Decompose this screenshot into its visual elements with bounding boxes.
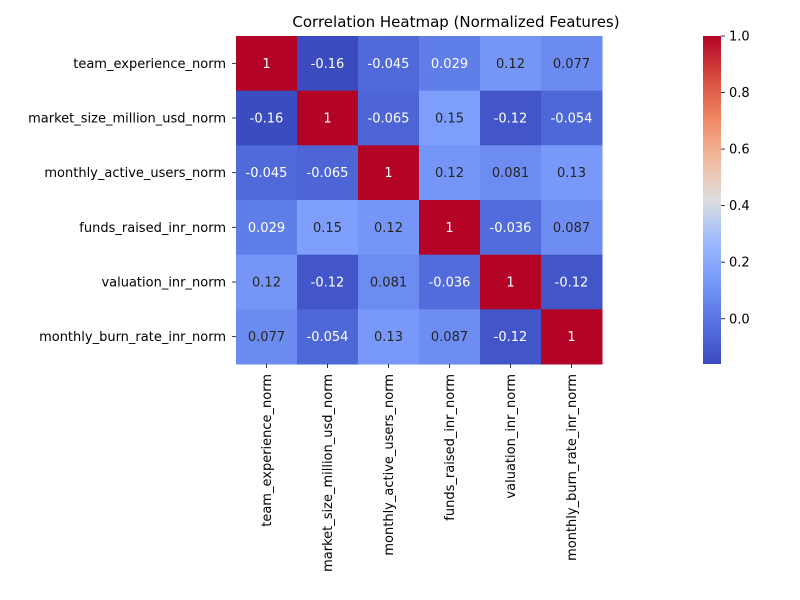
cell-label: 1 [445,221,453,236]
x-tick-label: valuation_inr_norm [504,374,519,499]
heatmap-cell [480,36,542,92]
colorbar-tick-label: 0.2 [729,256,750,271]
cell-label: -0.054 [551,112,593,127]
heatmap-cell [541,309,603,365]
cell-label: -0.036 [490,221,532,236]
colorbar-gradient [703,36,721,364]
heatmap-cell [236,309,298,365]
heatmap-cell [236,90,298,146]
heatmap-cell [419,145,481,201]
heatmap-cell [541,36,603,92]
y-axis-tick-labels: team_experience_norm market_size_million_… [28,57,236,345]
cell-label: -0.12 [494,112,528,127]
heatmap-cell [541,254,603,310]
y-tick-label: monthly_active_users_norm [44,166,226,181]
heatmap-cell [419,200,481,256]
cell-label: 0.077 [553,57,590,72]
cell-label: -0.045 [368,57,410,72]
x-axis-tick-labels: team_experience_norm market_size_million_… [260,364,580,572]
cell-label: 0.12 [252,276,281,291]
heatmap-cell [480,254,542,310]
cell-label: 0.15 [435,112,464,127]
y-tick-label: market_size_million_usd_norm [28,112,226,127]
heatmap-cell [297,254,359,310]
cell-label: -0.12 [555,276,589,291]
heatmap-cell [236,36,298,92]
heatmap-cell [236,200,298,256]
cell-label: -0.065 [368,112,410,127]
cell-label: 0.12 [496,57,525,72]
cell-label: -0.16 [250,112,284,127]
cell-label: 0.087 [431,330,468,345]
heatmap-cells [236,36,603,365]
cell-label: -0.12 [494,330,528,345]
cell-label: 1 [384,166,392,181]
cell-label: 0.081 [370,276,407,291]
x-tick-label: monthly_burn_rate_inr_norm [565,374,580,561]
cell-label: 0.13 [374,330,403,345]
colorbar-tick-label: 0.8 [729,86,750,101]
heatmap-cell [236,145,298,201]
cell-label: -0.16 [311,57,345,72]
cell-label: 0.029 [248,221,285,236]
cell-label: 1 [506,276,514,291]
cell-label: 0.12 [435,166,464,181]
heatmap-cell [358,200,420,256]
heatmap-cell [419,309,481,365]
y-tick-label: valuation_inr_norm [101,276,226,291]
colorbar-tick-label: 0.6 [729,143,750,158]
cell-label: 0.15 [313,221,342,236]
y-tick-label: monthly_burn_rate_inr_norm [39,330,226,345]
heatmap-cell [297,36,359,92]
cell-label: 0.077 [248,330,285,345]
heatmap-cell [541,145,603,201]
x-tick-label: funds_raised_inr_norm [443,374,458,521]
cell-label: -0.065 [307,166,349,181]
heatmap-cell [480,145,542,201]
cell-label: 1 [567,330,575,345]
cell-label: 0.13 [557,166,586,181]
heatmap-cell [419,36,481,92]
cell-annotations: 1 -0.16 -0.045 0.029 0.12 0.077 -0.16 1 -0.065 0.… [246,57,593,345]
heatmap-cell [419,90,481,146]
colorbar-tick-label: 0.0 [729,312,750,327]
heatmap-cell [297,309,359,365]
colorbar-tick-label: 1.0 [729,30,750,45]
heatmap-cell [297,145,359,201]
x-tick-label: monthly_active_users_norm [382,374,397,556]
heatmap-cell [480,200,542,256]
colorbar-tick-label: 0.4 [729,199,750,214]
heatmap-cell [297,90,359,146]
cell-label: 0.12 [374,221,403,236]
heatmap-cell [358,145,420,201]
cell-label: 0.029 [431,57,468,72]
heatmap-cell [541,200,603,256]
y-tick-label: funds_raised_inr_norm [79,221,226,236]
heatmap-cell [541,90,603,146]
x-tick-label: market_size_million_usd_norm [321,374,336,572]
heatmap-cell [358,36,420,92]
heatmap-cell [480,309,542,365]
colorbar: 1.0 0.8 0.6 0.4 0.2 0.0 [703,30,750,364]
heatmap-cell [358,90,420,146]
heatmap-cell [419,254,481,310]
heatmap-cell [480,90,542,146]
cell-label: -0.054 [307,330,349,345]
cell-label: 1 [262,57,270,72]
heatmap-cell [297,200,359,256]
heatmap-cell [236,254,298,310]
cell-label: 0.081 [492,166,529,181]
cell-label: 0.087 [553,221,590,236]
heatmap-cell [358,309,420,365]
y-tick-label: team_experience_norm [73,57,226,72]
heatmap-cell [358,254,420,310]
cell-label: -0.12 [311,276,345,291]
cell-label: -0.045 [246,166,288,181]
cell-label: -0.036 [429,276,471,291]
chart-title: Correlation Heatmap (Normalized Features… [292,13,619,31]
cell-label: 1 [323,112,331,127]
x-tick-label: team_experience_norm [260,374,275,527]
